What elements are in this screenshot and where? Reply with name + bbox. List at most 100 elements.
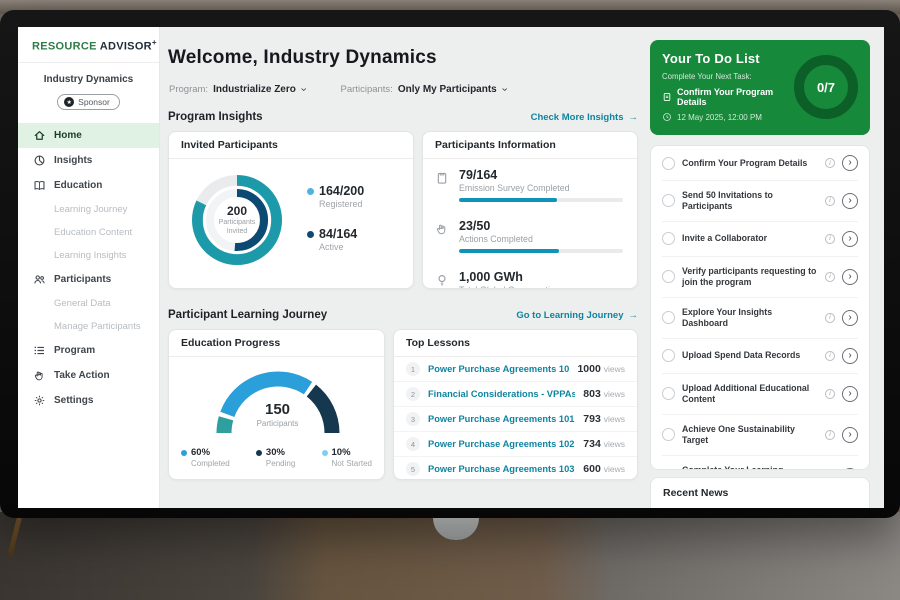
not-started-pct: 10% (331, 447, 351, 458)
org-name: Industry Dynamics (43, 73, 134, 85)
completed-label: Completed (191, 459, 230, 468)
task-chevron-button[interactable]: › (842, 467, 858, 469)
task-checkbox[interactable] (662, 156, 675, 170)
check-more-insights-link[interactable]: Check More Insights → (530, 111, 638, 123)
sidebar-item-take-action[interactable]: Take Action (18, 363, 159, 388)
info-icon[interactable]: i (825, 271, 835, 282)
sidebar-item-learning-insights[interactable]: Learning Insights (18, 244, 159, 267)
task-row-achieve-one-sustainability-target[interactable]: Achieve One Sustainability Target i › (662, 415, 858, 456)
task-checkbox[interactable] (662, 349, 675, 363)
info-icon[interactable]: i (825, 158, 835, 168)
sidebar-item-home[interactable]: Home (18, 123, 159, 149)
sponsor-badge: ★ Sponsor (57, 94, 120, 111)
task-checkbox[interactable] (662, 232, 675, 246)
gauge-center-label: Participants (256, 419, 299, 428)
sidebar-item-program[interactable]: Program (18, 338, 159, 363)
sidebar-item-label: Take Action (54, 370, 110, 382)
info-icon[interactable]: i (825, 429, 835, 440)
task-chevron-button[interactable]: › (842, 426, 858, 443)
info-label: Actions Completed (459, 234, 533, 244)
task-chevron-button[interactable]: › (842, 155, 858, 171)
task-chevron-button[interactable]: › (842, 268, 858, 285)
task-label: Upload Additional Educational Content (682, 382, 810, 404)
gauge-center-value: 150 (264, 401, 291, 418)
lesson-link[interactable]: Power Purchase Agreements 102 (428, 439, 575, 449)
progress-bar (459, 198, 623, 202)
sidebar-item-insights[interactable]: Insights (18, 148, 159, 173)
sidebar-item-settings[interactable]: Settings (18, 388, 159, 413)
task-chevron-button[interactable]: › (842, 230, 858, 247)
task-checkbox[interactable] (662, 311, 675, 325)
task-row-explore-your-insights-dashboard[interactable]: Explore Your Insights Dashboard i › (662, 298, 858, 339)
gauge-segment-not-started (216, 416, 233, 434)
lesson-rank: 2 (406, 387, 420, 401)
task-checkbox[interactable] (662, 387, 675, 401)
task-chevron-button[interactable]: › (842, 347, 858, 364)
task-label: Confirm Your Program Details (682, 157, 808, 168)
todo-tasks-card: Confirm Your Program Details i › Send 50 In… (650, 145, 870, 470)
program-filter[interactable]: Program: Industrialize Zero › (169, 84, 309, 95)
lesson-link[interactable]: Power Purchase Agreements 103 (428, 464, 575, 474)
pending-label: Pending (265, 459, 296, 468)
task-chevron-button[interactable]: › (842, 192, 858, 209)
legend-dot-pending (255, 449, 262, 456)
participants-icon (33, 273, 46, 286)
task-row-verify-participants-requesting-to-join-the-program[interactable]: Verify participants requesting to join t… (662, 257, 858, 298)
lesson-views: 793 views (583, 413, 625, 425)
task-row-upload-additional-educational-content[interactable]: Upload Additional Educational Content i › (662, 374, 858, 415)
donut-ring-registered (192, 175, 282, 265)
task-row-send-50-invitations-to-participants[interactable]: Send 50 Invitations to Participants i › (662, 181, 858, 222)
clipboard-icon (435, 171, 449, 185)
task-checkbox[interactable] (662, 428, 675, 442)
sidebar-item-education[interactable]: Education (18, 173, 159, 198)
task-chevron-button[interactable]: › (842, 309, 858, 326)
lesson-row: 1 Power Purchase Agreements 101 1000 views (394, 357, 637, 382)
sidebar-item-manage-participants[interactable]: Manage Participants (18, 315, 159, 338)
active-label: Active (319, 242, 344, 252)
info-icon[interactable]: i (825, 195, 835, 206)
sidebar-item-learning-journey[interactable]: Learning Journey (18, 198, 159, 221)
invited-participants-card: Invited Participants 200 Participants In… (168, 131, 414, 289)
task-checkbox[interactable] (662, 194, 675, 208)
page-title: Welcome, Industry Dynamics (168, 47, 437, 68)
sidebar-item-label: Home (54, 130, 82, 142)
todo-tasks-list: Confirm Your Program Details i › Send 50 In… (662, 146, 858, 470)
app-logo: RESOURCE ADVISOR+ (18, 27, 159, 63)
todo-progress-ring: 0/7 (794, 55, 858, 119)
registered-value: 164/200 (319, 184, 365, 198)
info-label: Total Global Consumption (459, 285, 623, 288)
sidebar-item-general-data[interactable]: General Data (18, 292, 159, 315)
sidebar-item-label: General Data (54, 298, 111, 310)
info-icon[interactable]: i (825, 233, 835, 244)
program-filter-label: Program: (169, 84, 209, 95)
sidebar-item-education-content[interactable]: Education Content (18, 221, 159, 244)
top-lessons-title: Top Lessons (394, 330, 637, 357)
sponsor-icon: ★ (64, 97, 75, 108)
arrow-right-icon: → (628, 309, 639, 321)
task-checkbox[interactable] (662, 270, 675, 284)
lesson-link[interactable]: Power Purchase Agreements 101 (428, 414, 575, 424)
task-row-complete-your-learning-journey[interactable]: Complete Your Learning Journeyi› (662, 456, 858, 470)
lesson-link[interactable]: Financial Considerations - VPPAs (428, 389, 576, 399)
sidebar-item-label: Learning Journey (54, 204, 128, 216)
info-row-emission-survey-completed: 79/164 Emission Survey Completed (423, 159, 637, 210)
info-icon[interactable]: i (825, 350, 835, 361)
task-chevron-button[interactable]: › (842, 385, 858, 402)
sidebar-item-participants[interactable]: Participants (18, 267, 159, 292)
participants-filter[interactable]: Participants: Only My Participants › (341, 84, 511, 95)
task-row-confirm-your-program-details[interactable]: Confirm Your Program Details i › (662, 146, 858, 181)
task-checkbox[interactable] (662, 469, 675, 470)
progress-bar (459, 249, 623, 253)
participants-information-title: Participants Information (423, 132, 637, 159)
participants-filter-value: Only My Participants (397, 84, 497, 95)
go-to-learning-journey-link[interactable]: Go to Learning Journey → (516, 309, 639, 321)
task-row-upload-spend-data-records[interactable]: Upload Spend Data Records i › (662, 339, 858, 374)
invited-participants-donut: 200 Participants Invited (183, 166, 291, 274)
info-icon[interactable]: i (825, 388, 835, 399)
legend-dot-not-started (321, 449, 328, 456)
todo-subtitle: Complete Your Next Task: (662, 72, 752, 81)
info-icon[interactable]: i (825, 312, 835, 323)
task-label: Verify participants requesting to join t… (682, 265, 817, 287)
task-row-invite-a-collaborator[interactable]: Invite a Collaborator i › (662, 222, 858, 257)
lesson-link[interactable]: Power Purchase Agreements 101 (428, 364, 570, 374)
